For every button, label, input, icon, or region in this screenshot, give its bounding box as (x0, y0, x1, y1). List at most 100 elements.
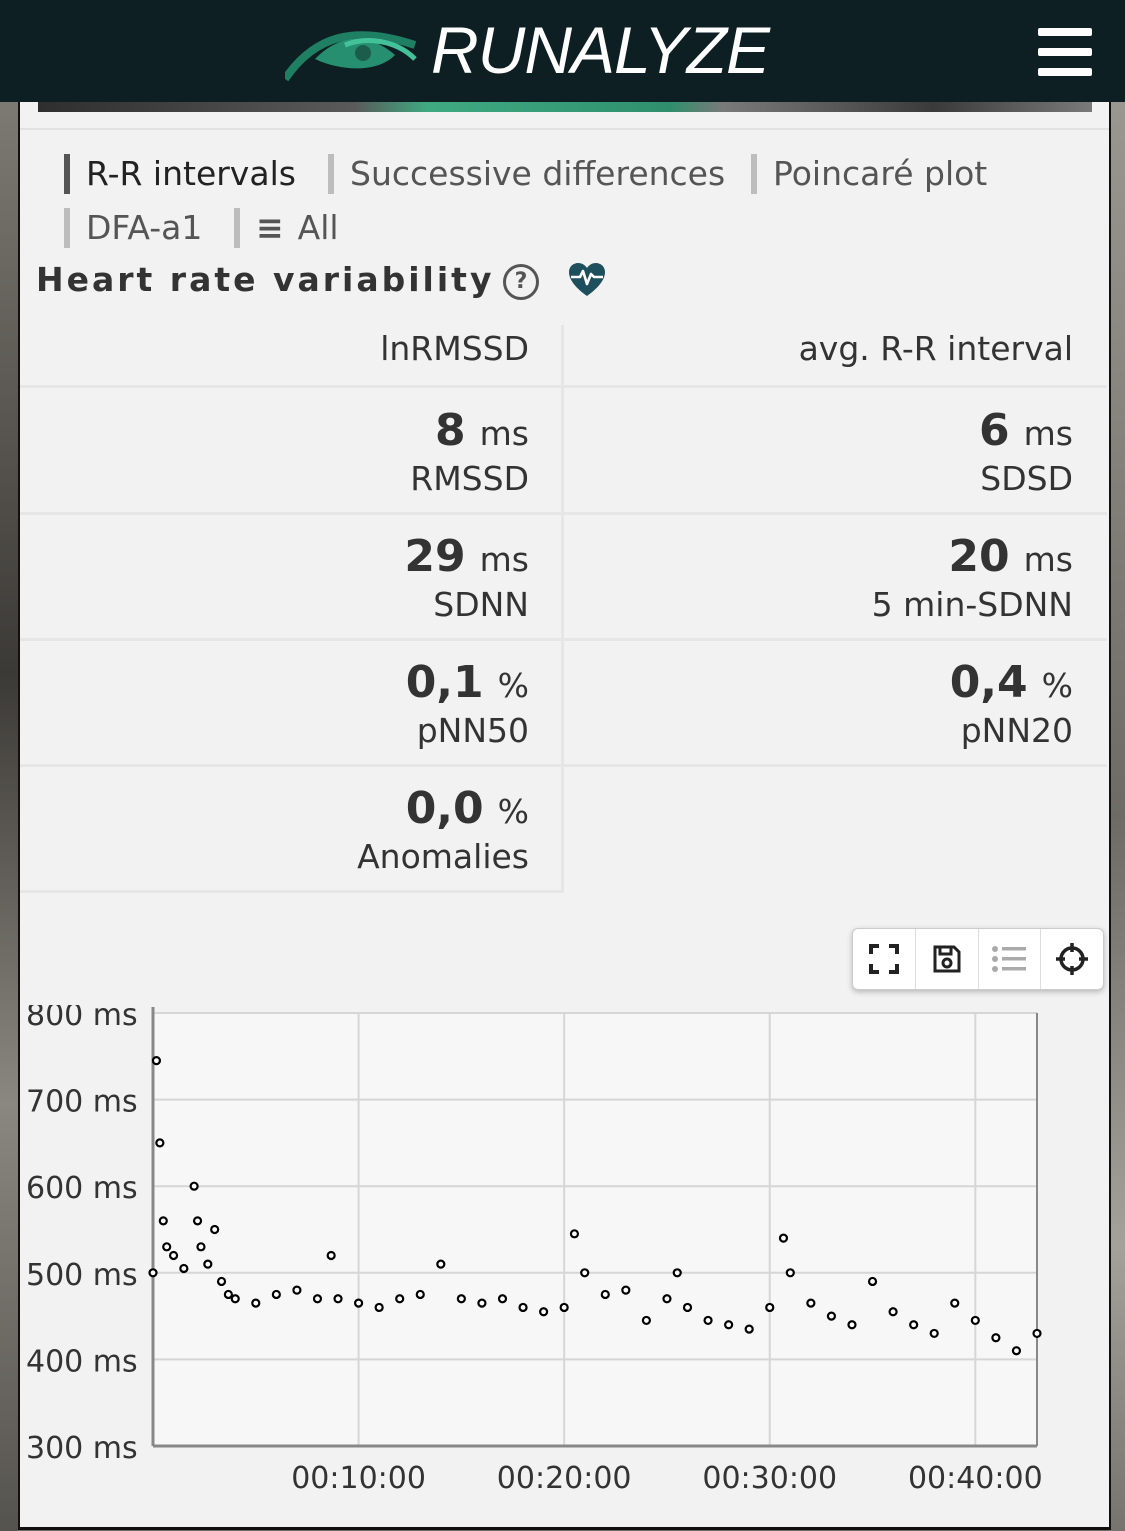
rr-interval-chart[interactable]: 800 ms 700 ms 600 ms 500 ms 400 ms 300 ms 00:1… (20, 1005, 1107, 1520)
data-point (168, 1250, 179, 1261)
y-tick-label: 700 ms (26, 1085, 138, 1120)
tab-all[interactable]: ≡ All (234, 208, 339, 248)
save-icon (933, 945, 961, 973)
fullscreen-button[interactable] (853, 929, 916, 989)
metric-pnn20: 0,4% pNN20 (564, 640, 1105, 764)
data-point (559, 1302, 569, 1313)
data-point (251, 1298, 261, 1308)
column-divider (561, 325, 564, 892)
data-point (1011, 1346, 1022, 1356)
y-tick-label: 400 ms (26, 1344, 138, 1379)
metric-anomalies: 0,0% Anomalies (20, 766, 561, 890)
x-tick-label: 00:40:00 (908, 1461, 1043, 1496)
plot-area (153, 1013, 1037, 1446)
save-button[interactable] (916, 929, 979, 989)
x-tick-label: 00:10:00 (291, 1461, 426, 1496)
metric-label: Anomalies (357, 837, 529, 876)
x-tick-label: 00:20:00 (497, 1461, 632, 1496)
data-point (929, 1328, 939, 1339)
tab-dfa-a1[interactable]: DFA-a1 (64, 208, 202, 248)
y-tick-label: 500 ms (26, 1258, 138, 1293)
data-point (950, 1298, 960, 1308)
background-left (0, 100, 18, 1531)
data-point (395, 1294, 405, 1304)
data-point (888, 1307, 898, 1317)
metric-unit: % (1041, 666, 1073, 705)
metric-value: 8 (435, 405, 466, 456)
metric-label: 5 min-SDNN (871, 585, 1073, 624)
crosshair-button[interactable] (1041, 929, 1103, 989)
metric-sdnn: 29 ms SDNN (20, 514, 561, 638)
metric-lnrmssd: lnRMSSD (20, 325, 561, 385)
y-tick-label: 600 ms (26, 1171, 138, 1206)
metric-rmssd: 8 ms RMSSD (20, 388, 561, 512)
metric-label: lnRMSSD (380, 329, 529, 368)
help-circle-icon[interactable]: ? (503, 264, 539, 300)
data-point (497, 1294, 508, 1304)
tab-label: R-R intervals (86, 154, 296, 193)
data-point (179, 1263, 189, 1274)
data-point (456, 1294, 466, 1304)
data-point (230, 1294, 240, 1304)
data-point (148, 1268, 158, 1278)
data-point (155, 1138, 165, 1148)
logo-swoosh-icon (285, 31, 417, 82)
data-point (162, 1242, 172, 1252)
hamburger-icon[interactable] (1038, 28, 1094, 76)
data-point (580, 1268, 590, 1278)
tab-label: Successive differences (350, 154, 726, 193)
y-tick-label: 800 ms (26, 1005, 138, 1033)
heart-pulse-icon[interactable] (567, 262, 607, 298)
metric-sdsd: 6 ms SDSD (564, 388, 1105, 512)
data-point (158, 1216, 168, 1226)
data-point (909, 1320, 919, 1330)
tab-successive-differences[interactable]: Successive differences (328, 154, 725, 194)
tab-label: DFA-a1 (86, 208, 203, 247)
logo[interactable]: RUNALYZE (285, 13, 770, 87)
metric-value: 6 (979, 405, 1010, 456)
tab-poincare-plot[interactable]: Poincaré plot (751, 154, 987, 194)
crosshair-icon (1056, 943, 1089, 975)
metric-value: 0,0 (405, 783, 484, 834)
logo-text: RUNALYZE (431, 13, 770, 87)
divider (20, 128, 1109, 130)
data-point (1032, 1328, 1042, 1339)
data-point (641, 1315, 651, 1326)
data-point (196, 1242, 206, 1252)
metric-value: 0,4 (949, 657, 1028, 708)
data-point (333, 1294, 343, 1304)
data-point (778, 1233, 789, 1243)
data-point (682, 1302, 693, 1313)
data-point (436, 1259, 446, 1269)
data-point (867, 1276, 878, 1287)
background-right (1107, 100, 1125, 1531)
metric-unit: % (497, 666, 529, 705)
data-point (415, 1289, 425, 1300)
data-point (744, 1324, 754, 1334)
list-icon (992, 946, 1027, 972)
data-point (806, 1298, 816, 1308)
data-point (826, 1311, 837, 1321)
metric-value: 0,1 (405, 657, 484, 708)
metric-5min-sdnn: 20 ms 5 min-SDNN (564, 514, 1105, 638)
data-point (192, 1216, 203, 1226)
legend-button[interactable] (979, 929, 1042, 989)
metric-avg-rr: avg. R-R interval (564, 325, 1105, 385)
metric-value: 20 (948, 531, 1010, 582)
data-point (991, 1333, 1001, 1343)
data-point (151, 1056, 162, 1066)
metric-unit: ms (479, 414, 529, 453)
chart-toolbar (852, 928, 1104, 990)
data-point (271, 1289, 281, 1300)
metric-label: avg. R-R interval (798, 329, 1073, 368)
tab-rr-intervals[interactable]: R-R intervals (64, 154, 296, 194)
metrics-row: 0,0% Anomalies (20, 766, 564, 893)
data-point (216, 1276, 227, 1287)
list-icon: ≡ (256, 208, 284, 247)
metric-unit: ms (479, 540, 529, 579)
metric-unit: % (497, 792, 529, 831)
data-point (847, 1320, 857, 1330)
data-point (326, 1250, 336, 1261)
data-point (785, 1268, 795, 1278)
data-point (203, 1259, 213, 1269)
